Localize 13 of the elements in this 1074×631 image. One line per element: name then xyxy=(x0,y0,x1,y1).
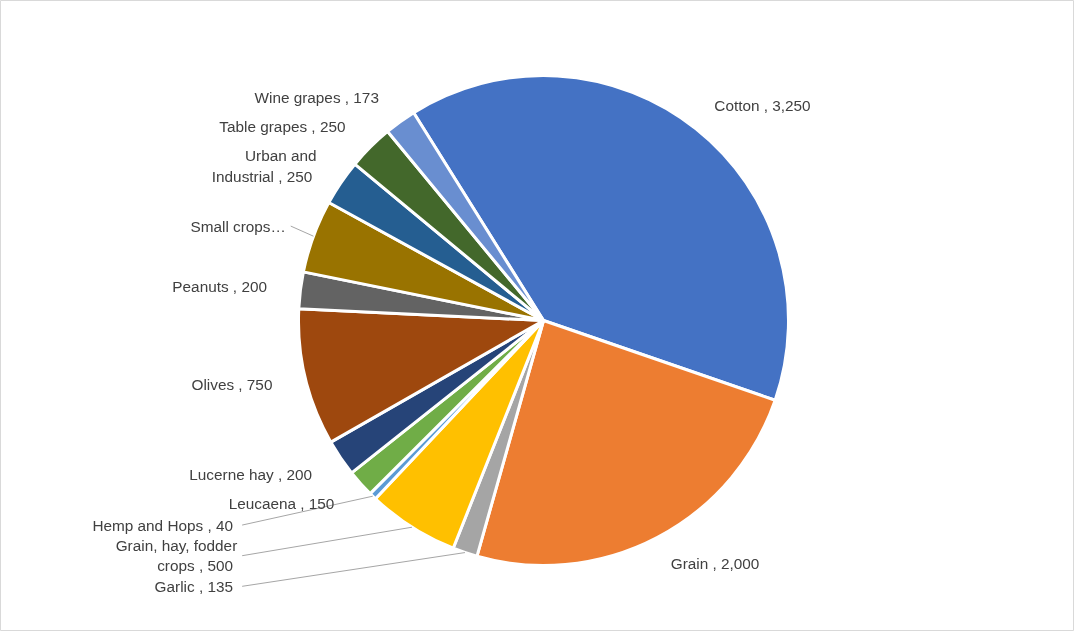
slice-label: Olives , 750 xyxy=(191,376,273,394)
slice-label: Small crops… xyxy=(190,217,286,235)
slice-label: Cotton , 3,250 xyxy=(714,97,811,115)
slice-label: Urban and Industrial , 250 xyxy=(211,147,317,185)
slice-label: Grain, hay, fodder crops , 500 xyxy=(115,537,238,575)
slice-label: Garlic , 135 xyxy=(154,577,233,595)
slice-label: Wine grapes , 173 xyxy=(254,89,379,107)
slice-label: Peanuts , 200 xyxy=(172,278,267,296)
slice-label: Leucaena , 150 xyxy=(228,494,335,512)
slice-label: Grain , 2,000 xyxy=(670,555,760,573)
slice-label: Table grapes , 250 xyxy=(219,117,346,135)
slice-label: Lucerne hay , 200 xyxy=(189,465,313,483)
slice-label: Hemp and Hops , 40 xyxy=(92,516,233,534)
